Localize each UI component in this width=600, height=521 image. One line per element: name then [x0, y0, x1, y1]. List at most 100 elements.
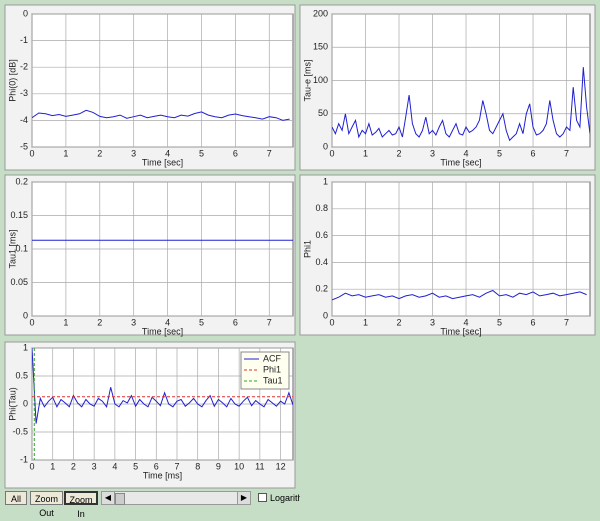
x-tick-label: 5 [497, 317, 502, 327]
data-line [332, 289, 587, 301]
x-tick-label: 6 [233, 148, 238, 158]
x-tick-label: 1 [363, 317, 368, 327]
y-tick-label: -1 [20, 35, 28, 45]
y-tick-label: 0.4 [315, 257, 328, 267]
y-tick-label: -4 [20, 115, 28, 125]
x-tick-label: 11 [255, 461, 264, 471]
y-tick-label: -1 [20, 454, 28, 464]
y-tick-label: 0.1 [15, 243, 28, 253]
y-axis-label: Phi(Tau) [7, 387, 17, 421]
checkbox-label[interactable]: Logarithm [270, 493, 300, 503]
x-tick-label: 3 [430, 317, 435, 327]
x-tick-label: 2 [397, 317, 402, 327]
data-line [32, 109, 290, 121]
x-tick-label: 1 [63, 317, 68, 327]
x-tick-label: 7 [564, 148, 569, 158]
y-tick-label: 0.15 [10, 210, 28, 220]
y-tick-label: -2 [20, 62, 28, 72]
x-tick-label: 8 [195, 461, 200, 471]
x-tick-label: 4 [165, 317, 170, 327]
x-tick-label: 7 [174, 461, 179, 471]
x-tick-label: 0 [29, 461, 34, 471]
x-tick-label: 5 [133, 461, 138, 471]
x-tick-label: 4 [464, 317, 469, 327]
checkbox[interactable] [258, 493, 267, 502]
y-tick-label: 0.2 [315, 284, 328, 294]
x-tick-label: 7 [267, 317, 272, 327]
x-tick-label: 6 [233, 317, 238, 327]
y-tick-label: 1 [23, 342, 28, 352]
y-tick-label: -3 [20, 88, 28, 98]
y-tick-label: 0 [23, 8, 28, 18]
legend-label: Phi1 [263, 364, 281, 374]
x-tick-label: 6 [531, 317, 536, 327]
x-tick-label: 0 [29, 317, 34, 327]
y-axis-label: Tau1 [ms] [7, 229, 17, 268]
x-tick-label: 7 [267, 148, 272, 158]
y-tick-label: -0.5 [12, 426, 28, 436]
x-tick-label: 2 [97, 148, 102, 158]
x-tick-label: 3 [92, 461, 97, 471]
y-tick-label: 150 [313, 42, 328, 52]
y-tick-label: 0.2 [15, 176, 28, 186]
y-tick-label: 0.6 [315, 230, 328, 240]
data-line [332, 67, 590, 142]
x-tick-label: 3 [131, 317, 136, 327]
legend-label: ACF [263, 353, 282, 363]
x-tick-label: 3 [131, 148, 136, 158]
x-axis-label: Time [ms] [143, 470, 182, 480]
y-tick-label: 0.05 [10, 277, 28, 287]
x-tick-label: 0 [329, 317, 334, 327]
x-tick-label: 4 [464, 148, 469, 158]
y-tick-label: 200 [313, 8, 328, 18]
plot-area [31, 13, 294, 148]
y-tick-label: 50 [318, 108, 328, 118]
x-tick-label: 4 [112, 461, 117, 471]
y-axis-label: Phi1 [302, 240, 312, 258]
y-tick-label: 100 [313, 75, 328, 85]
y-tick-label: 0 [323, 141, 328, 151]
x-axis-label: Time [sec] [440, 157, 481, 167]
x-tick-label: 2 [71, 461, 76, 471]
x-tick-label: 10 [234, 461, 244, 471]
y-tick-label: 0 [23, 398, 28, 408]
scroll-thumb[interactable] [115, 493, 125, 505]
x-axis-label: Time [sec] [142, 326, 183, 336]
x-axis-label: Time [sec] [142, 157, 183, 167]
x-tick-label: 0 [29, 148, 34, 158]
x-tick-label: 2 [97, 317, 102, 327]
x-axis-label: Time [sec] [440, 326, 481, 336]
legend-label: Tau1 [263, 375, 283, 385]
x-tick-label: 6 [531, 148, 536, 158]
x-tick-label: 5 [199, 148, 204, 158]
y-tick-label: 0.5 [15, 370, 28, 380]
x-tick-label: 2 [397, 148, 402, 158]
scroll-left[interactable]: ◀ [102, 492, 115, 504]
data-line [32, 347, 293, 424]
y-tick-label: 1 [323, 176, 328, 186]
scrollbar[interactable]: ◀ ▶ [101, 491, 251, 505]
x-tick-label: 0 [329, 148, 334, 158]
y-axis-label: Tau-e [ms] [302, 59, 312, 101]
y-tick-label: -5 [20, 141, 28, 151]
x-tick-label: 4 [165, 148, 170, 158]
x-tick-label: 12 [276, 461, 286, 471]
x-tick-label: 3 [430, 148, 435, 158]
all-button[interactable]: All [5, 491, 27, 505]
y-tick-label: 0.8 [315, 203, 328, 213]
y-tick-label: 0 [23, 310, 28, 320]
y-tick-label: 0 [323, 310, 328, 320]
x-tick-label: 6 [154, 461, 159, 471]
scroll-right[interactable]: ▶ [237, 492, 250, 504]
x-tick-label: 7 [564, 317, 569, 327]
x-tick-label: 1 [63, 148, 68, 158]
y-axis-label: Phi(0) [dB] [7, 59, 17, 102]
x-tick-label: 1 [50, 461, 55, 471]
x-tick-label: 5 [199, 317, 204, 327]
zoom-in-button[interactable]: Zoom In [64, 491, 98, 519]
x-tick-label: 5 [497, 148, 502, 158]
x-tick-label: 9 [216, 461, 221, 471]
zoom-out-button[interactable]: Zoom Out [30, 491, 63, 518]
